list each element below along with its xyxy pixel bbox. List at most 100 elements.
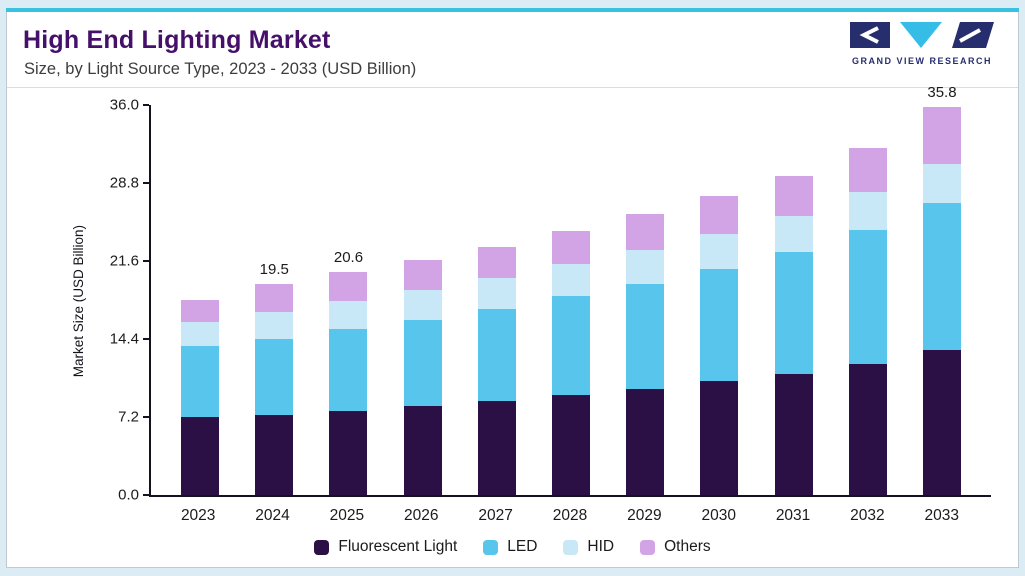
bar-segment-hid <box>477 278 516 309</box>
bar-segment-others <box>403 259 442 291</box>
legend-label: Fluorescent Light <box>338 538 458 555</box>
bar-segment-hid <box>848 191 887 230</box>
x-axis-label: 2029 <box>627 507 662 524</box>
bar-segment-hid <box>403 290 442 320</box>
bar-segment-others <box>774 175 813 216</box>
bar-group-2024: 19.5 <box>237 105 311 495</box>
bar-segment-fluorescent-light <box>700 381 739 495</box>
logo-slash-icon <box>959 28 981 43</box>
bar-group-2033: 35.8 <box>905 84 979 495</box>
x-axis-label: 2033 <box>924 507 960 524</box>
x-axis-labels: 2023 2024 2025 2026 2027 2028 2029 2030 2031 2032… <box>149 507 991 525</box>
bar-stack-2023 <box>181 300 220 495</box>
bar-value-label: 19.5 <box>259 260 289 278</box>
bar-group-2028 <box>534 105 608 495</box>
legend-swatch-hid <box>563 539 579 555</box>
logo-triangle-shape <box>900 22 942 48</box>
legend-swatch-led <box>483 539 499 555</box>
bar-segment-fluorescent-light <box>552 395 591 495</box>
y-tick-label: 0.0 <box>118 486 139 504</box>
bar-segment-fluorescent-light <box>255 414 294 495</box>
bar-segment-hid <box>626 250 665 284</box>
legend-swatch-fluorescent-light <box>314 539 330 555</box>
x-axis-label: 2024 <box>255 507 290 524</box>
y-tick-mark <box>143 494 149 496</box>
bar-group-2030 <box>682 105 756 495</box>
legend-item-led: LED <box>483 538 537 556</box>
bar-segment-hid <box>329 301 368 330</box>
bar-segment-led <box>774 252 813 374</box>
bar-segment-others <box>848 148 887 192</box>
y-tick-label: 7.2 <box>118 408 139 426</box>
bar-segment-fluorescent-light <box>403 406 442 495</box>
bar-segment-others <box>552 230 591 265</box>
bar-stack-2033 <box>922 107 961 495</box>
x-axis-label: 2026 <box>404 507 439 524</box>
bar-value-label: 20.6 <box>333 248 364 266</box>
bar-segment-led <box>403 319 442 407</box>
bar-stack-2029 <box>626 214 665 495</box>
bar-stack-2025 <box>329 271 368 495</box>
legend-item-fluorescent-light: Fluorescent Light <box>314 538 457 556</box>
bar-segment-led <box>700 268 739 382</box>
brand-logo-mark <box>850 22 994 48</box>
bar-group-2026 <box>386 105 460 495</box>
bar-segment-hid <box>255 311 294 340</box>
bar-stack-2032 <box>848 148 887 495</box>
bar-group-2025: 20.6 <box>311 105 385 495</box>
page-subtitle: Size, by Light Source Type, 2023 - 2033 … <box>24 60 417 78</box>
y-tick-label: 14.4 <box>109 330 139 348</box>
bar-segment-fluorescent-light <box>626 388 665 495</box>
legend-label: HID <box>587 538 615 555</box>
legend-label: Others <box>664 538 711 555</box>
y-tick-label: 21.6 <box>109 252 139 270</box>
legend-label: LED <box>507 538 538 555</box>
plot-area: 19.5 20.6 35.8 0.0 7.2 14.4 21.6 28.8 36.0 <box>110 84 991 504</box>
bar-group-2029 <box>608 105 682 495</box>
report-card: High End Lighting Market Size, by Light … <box>6 8 1019 568</box>
bar-value-label: 35.8 <box>927 84 957 102</box>
bar-stack-2026 <box>403 259 442 495</box>
legend-swatch-others <box>640 539 656 555</box>
bar-segment-fluorescent-light <box>181 417 220 495</box>
bar-segment-led <box>552 295 591 396</box>
x-axis-label: 2031 <box>775 507 811 524</box>
bar-segment-hid <box>552 264 591 296</box>
bar-group-2032 <box>831 105 905 495</box>
y-tick-label: 28.8 <box>109 174 139 192</box>
bar-segment-others <box>181 300 220 322</box>
bar-stack-2027 <box>477 246 516 495</box>
x-axis-label: 2023 <box>180 507 216 524</box>
y-tick-label: 36.0 <box>109 96 139 114</box>
bars: 19.5 20.6 35.8 <box>151 84 991 495</box>
bar-stack-2028 <box>552 230 591 495</box>
bar-segment-fluorescent-light <box>329 410 368 495</box>
bar-group-2031 <box>757 105 831 495</box>
bar-segment-fluorescent-light <box>922 349 961 495</box>
logo-chevron-icon <box>859 26 879 44</box>
bar-segment-led <box>848 229 887 364</box>
logo-square-shape <box>850 22 890 48</box>
y-tick-mark <box>143 260 149 262</box>
bar-segment-others <box>255 283 294 312</box>
x-axis-label: 2032 <box>850 507 885 524</box>
legend-item-hid: HID <box>563 538 614 556</box>
header-divider <box>7 87 1018 88</box>
brand-logo: GRAND VIEW RESEARCH <box>846 22 998 66</box>
bar-segment-led <box>329 329 368 411</box>
bar-segment-fluorescent-light <box>477 400 516 495</box>
brand-logo-text: GRAND VIEW RESEARCH <box>851 56 992 66</box>
bar-segment-others <box>922 107 961 164</box>
y-axis-title: Market Size (USD Billion) <box>71 224 86 378</box>
page-title: High End Lighting Market <box>23 26 331 54</box>
bar-group-2023 <box>163 105 237 495</box>
y-tick-mark <box>143 338 149 340</box>
y-tick-mark <box>143 104 149 106</box>
bar-segment-hid <box>774 215 813 253</box>
top-accent-bar <box>6 8 1019 12</box>
y-tick-mark <box>143 416 149 418</box>
bar-segment-fluorescent-light <box>774 373 813 495</box>
bar-segment-led <box>181 345 220 417</box>
y-tick-mark <box>143 182 149 184</box>
x-axis-label: 2027 <box>478 507 513 524</box>
